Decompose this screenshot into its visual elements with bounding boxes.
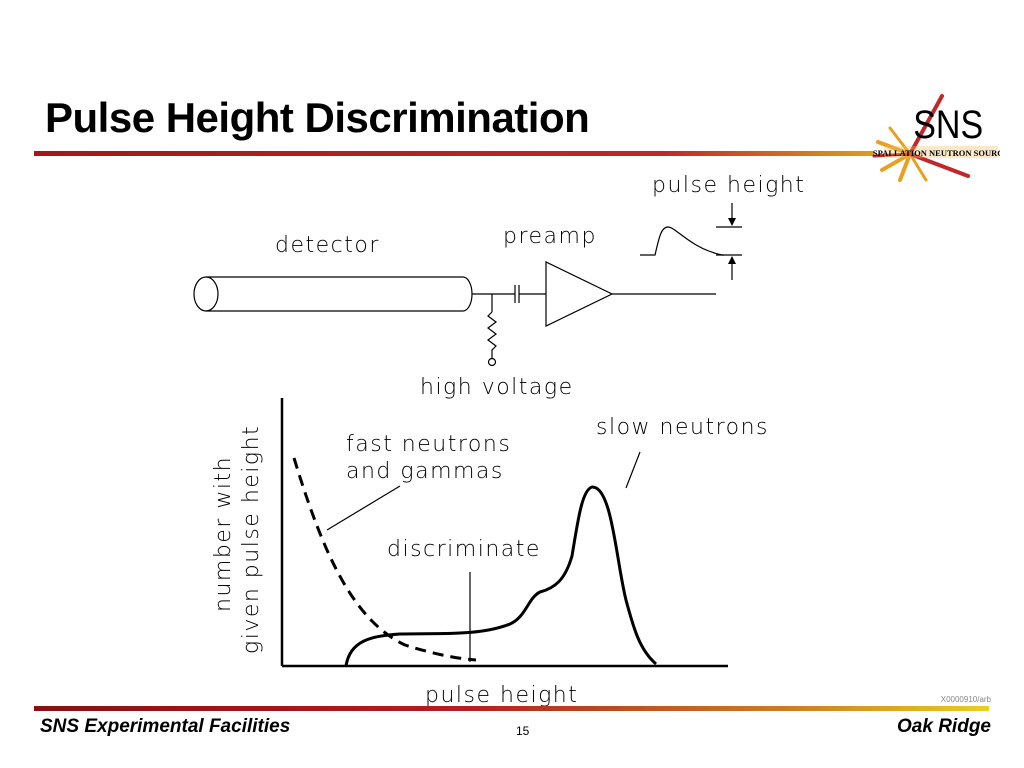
page-number: 15 — [516, 724, 530, 738]
sun-burst-icon — [872, 94, 970, 182]
high-voltage-label: high voltage — [420, 375, 574, 400]
pulse-height-top-label: pulse height — [652, 173, 805, 198]
fast-neutrons-leader — [326, 485, 401, 531]
title-rule — [34, 151, 874, 156]
slow-neutrons-leader — [625, 451, 641, 489]
preamp-symbol — [545, 261, 614, 327]
resistor-symbol — [487, 311, 497, 358]
footer-organization: SNS Experimental Facilities — [40, 716, 291, 737]
spectrum-graph — [280, 398, 728, 668]
document-code: X0000910/arb — [940, 695, 991, 704]
slide-title: Pulse Height Discrimination — [45, 94, 590, 141]
footer-rule — [34, 706, 989, 711]
logo-text: SNS — [913, 101, 983, 146]
detector-tube — [193, 276, 473, 312]
preamp-label: preamp — [503, 224, 597, 249]
detector-label: detector — [275, 233, 380, 258]
sns-logo: SNS SPALLATION NEUTRON SOURCE — [872, 94, 1000, 182]
fast-neutrons-label-line2: and gammas — [346, 459, 504, 484]
capacitor-symbol — [514, 285, 520, 303]
logo-subtitle: SPALLATION NEUTRON SOURCE — [873, 148, 1000, 158]
y-axis-label-line2: given pulse height — [239, 425, 264, 654]
output-pulse — [640, 226, 724, 256]
pulse-height-marker — [716, 203, 742, 280]
fast-neutrons-label-line1: fast neutrons — [346, 432, 511, 457]
x-axis-label: pulse height — [425, 683, 578, 708]
signal-wire — [472, 293, 716, 312]
slow-neutrons-curve — [344, 485, 658, 667]
slow-neutrons-label: slow neutrons — [596, 415, 769, 440]
fast-neutrons-gammas-curve — [292, 457, 477, 662]
discriminate-label: discriminate — [387, 537, 541, 562]
high-voltage-terminal — [487, 357, 497, 367]
y-axis-label-line1: number with — [211, 456, 236, 612]
footer-location: Oak Ridge — [897, 716, 991, 737]
